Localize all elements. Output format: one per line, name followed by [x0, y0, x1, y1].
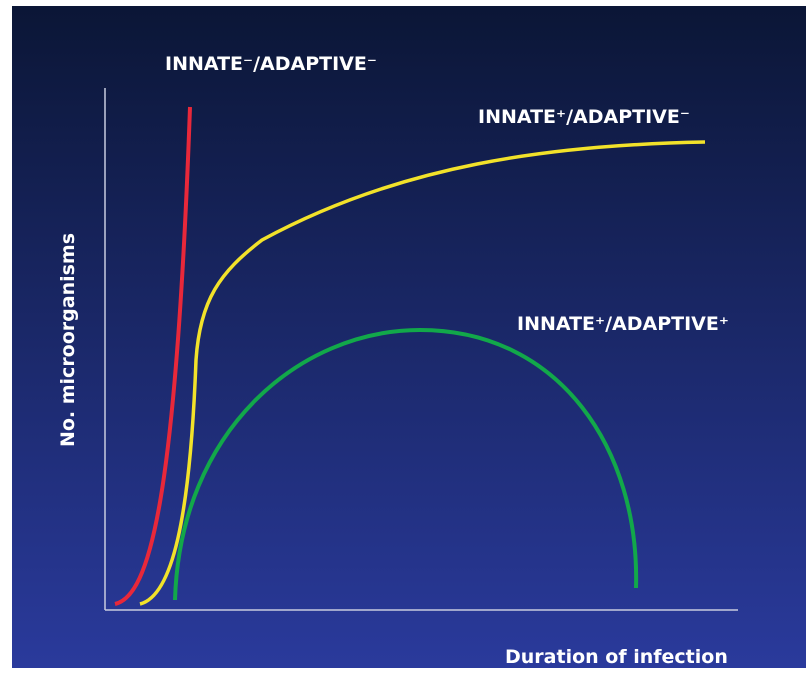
label-innate-neg-adaptive-neg: INNATE⁻/ADAPTIVE⁻ — [165, 53, 377, 75]
background-panel — [12, 6, 806, 668]
curve-innate-pos-adaptive-pos — [173, 327, 639, 601]
label-innate-pos-adaptive-neg: INNATE⁺/ADAPTIVE⁻ — [478, 106, 690, 128]
curve-innate-neg-adaptive-neg — [114, 106, 192, 606]
y-axis-label: No. microorganisms — [57, 233, 79, 447]
x-axis-label: Duration of infection — [505, 646, 728, 668]
curve-innate-pos-adaptive-neg — [139, 140, 706, 606]
label-innate-pos-adaptive-pos: INNATE⁺/ADAPTIVE⁺ — [517, 313, 729, 335]
